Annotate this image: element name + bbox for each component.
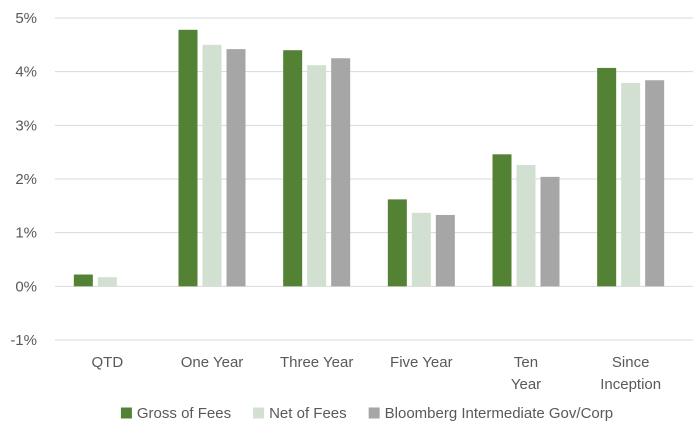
bar-gross-of-fees [73,274,93,287]
bar-net-of-fees [621,82,641,287]
legend-label: Bloomberg Intermediate Gov/Corp [385,405,613,421]
bar-net-of-fees [97,277,117,287]
bar-bloomberg-intermediate-gov-corp [645,80,665,287]
bar-bloomberg-intermediate-gov-corp [226,49,246,287]
x-category-label: Ten [514,354,538,371]
x-category-label: QTD [91,354,123,371]
legend-swatch [120,407,132,419]
bar-net-of-fees [202,44,222,287]
bar-net-of-fees [516,165,536,287]
bar-bloomberg-intermediate-gov-corp [540,176,560,287]
y-tick-label: -1% [10,332,37,349]
y-tick-label: 5% [15,10,37,27]
gridlines [55,17,693,341]
y-axis-tick-labels: -1% 0% 1% 2% 3% 4% 5% [10,10,37,349]
legend: Gross of Fees Net of Fees Bloomberg Interm… [120,405,613,422]
legend-swatch [253,407,265,419]
x-category-label: Inception [600,376,661,393]
bar-gross-of-fees [492,154,512,287]
bar-gross-of-fees [597,67,617,287]
legend-label: Gross of Fees [137,405,231,421]
legend-swatch [368,407,380,419]
bar-net-of-fees [307,65,327,287]
y-tick-label: 0% [15,278,37,295]
legend-label: Net of Fees [269,405,347,421]
bars [73,29,665,287]
x-category-label: Five Year [390,354,453,371]
bar-bloomberg-intermediate-gov-corp [331,58,351,287]
x-category-label: Year [511,376,541,393]
bar-gross-of-fees [283,50,303,287]
bar-gross-of-fees [178,29,198,287]
bar-net-of-fees [411,212,431,287]
bar-bloomberg-intermediate-gov-corp [435,214,455,287]
y-tick-label: 3% [15,117,37,134]
x-category-label: Three Year [280,354,353,371]
x-category-label: One Year [181,354,244,371]
y-tick-label: 2% [15,171,37,188]
y-tick-label: 4% [15,64,37,81]
x-axis-category-labels: QTD One Year Three Year Five Year Ten Year Sin… [91,354,661,393]
x-category-label: Since [612,354,650,371]
y-tick-label: 1% [15,225,37,242]
bar-gross-of-fees [387,199,407,287]
